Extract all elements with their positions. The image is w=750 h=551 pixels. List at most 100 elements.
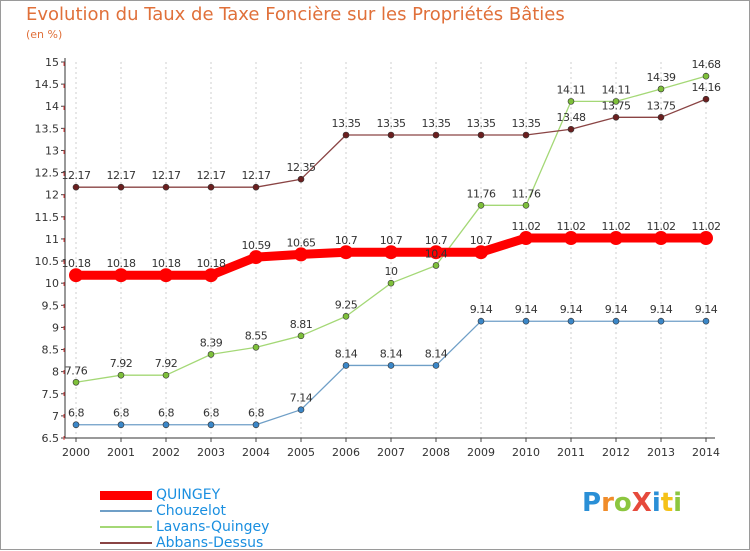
data-point [432, 262, 440, 269]
data-point [117, 421, 125, 429]
data-label: 13.35 [377, 117, 406, 130]
data-label: 6.8 [113, 407, 129, 420]
data-point [429, 245, 443, 260]
data-point [657, 85, 665, 93]
x-tick-label: 2013 [647, 446, 675, 459]
data-point [522, 131, 530, 139]
y-tick-label: 13 [45, 144, 59, 157]
data-point [252, 344, 260, 351]
legend-swatch [100, 510, 152, 512]
data-point [69, 268, 83, 283]
data-point [204, 268, 218, 283]
data-point [477, 317, 485, 325]
y-tick-label: 7.5 [42, 388, 60, 401]
y-tick-label: 14.5 [35, 78, 60, 91]
data-label: 13.35 [512, 117, 541, 130]
data-point [474, 245, 488, 260]
data-label: 11.02 [647, 220, 676, 233]
x-tick-label: 2011 [557, 446, 585, 459]
legend-item: Abbans-Dessus [100, 535, 263, 551]
legend-swatch [100, 542, 152, 544]
legend-label: Lavans-Quingey [156, 519, 270, 535]
data-label: 9.14 [695, 303, 718, 316]
legend-label: Chouzelot [156, 503, 226, 519]
data-label: 7.92 [110, 357, 133, 370]
data-label: 10.7 [335, 234, 358, 247]
data-point [294, 247, 308, 262]
y-tick-label: 11.5 [35, 211, 60, 224]
legend-swatch [100, 526, 152, 528]
x-tick-label: 2003 [197, 446, 225, 459]
data-label: 13.35 [467, 117, 496, 130]
data-label: 8.14 [425, 347, 448, 360]
data-point [702, 317, 710, 325]
data-point [162, 183, 170, 191]
data-label: 11.76 [467, 187, 496, 200]
data-point [72, 378, 80, 386]
y-tick-label: 6.5 [42, 432, 60, 445]
data-label: 12.35 [287, 161, 316, 174]
data-label: 8.14 [380, 347, 403, 360]
data-label: 6.8 [158, 407, 174, 420]
legend-label: QUINGEY [156, 487, 221, 503]
x-tick-label: 2009 [467, 446, 495, 459]
data-point [342, 313, 350, 320]
data-point [387, 279, 395, 287]
data-point [567, 317, 575, 325]
y-tick-label: 9 [52, 321, 59, 334]
data-point [162, 371, 170, 379]
data-point [432, 362, 440, 369]
x-tick-label: 2010 [512, 446, 540, 459]
data-point [702, 95, 710, 103]
data-point [519, 231, 533, 246]
data-label: 12.17 [107, 169, 136, 182]
data-point [207, 421, 215, 429]
x-tick-label: 2008 [422, 446, 450, 459]
data-label: 12.17 [197, 169, 226, 182]
logo-letter: P [582, 488, 602, 518]
data-point [609, 231, 623, 246]
data-point [114, 268, 128, 283]
data-label: 7.76 [65, 364, 88, 377]
data-label: 8.55 [245, 329, 268, 342]
data-label: 8.39 [200, 336, 223, 349]
data-label: 14.68 [692, 58, 721, 71]
y-tick-label: 10.5 [35, 255, 60, 268]
data-label: 14.39 [647, 71, 676, 84]
data-point [252, 183, 260, 191]
data-label: 14.16 [692, 81, 721, 94]
data-point [477, 131, 485, 139]
data-label: 10 [385, 265, 398, 278]
data-point [207, 351, 215, 358]
data-label: 7.92 [155, 357, 178, 370]
data-point [297, 332, 305, 340]
y-tick-label: 8 [52, 366, 59, 379]
data-point [384, 245, 398, 260]
logo-letter: i [673, 488, 683, 518]
data-point [252, 421, 260, 429]
logo-letter: r [601, 488, 614, 518]
logo-letter: X [631, 488, 652, 518]
data-point [342, 362, 350, 369]
data-point [432, 131, 440, 139]
data-label: 11.02 [692, 220, 721, 233]
y-tick-label: 10 [45, 277, 59, 290]
data-label: 10.7 [425, 234, 448, 247]
x-tick-label: 2006 [332, 446, 360, 459]
x-tick-label: 2007 [377, 446, 405, 459]
data-label: 10.18 [197, 257, 226, 270]
chart-unit-label: (en %) [26, 28, 63, 41]
data-label: 8.81 [290, 318, 313, 331]
y-tick-label: 11 [45, 233, 59, 246]
legend-label: Abbans-Dessus [156, 535, 264, 551]
data-point [207, 183, 215, 191]
data-point [72, 183, 80, 191]
data-point [522, 202, 530, 209]
data-label: 9.25 [335, 298, 358, 311]
legend-item: Chouzelot [100, 503, 226, 519]
data-label: 10.18 [62, 257, 91, 270]
data-label: 10.18 [152, 257, 181, 270]
x-tick-label: 2002 [152, 446, 180, 459]
data-label: 13.75 [647, 99, 676, 112]
data-point [162, 421, 170, 429]
